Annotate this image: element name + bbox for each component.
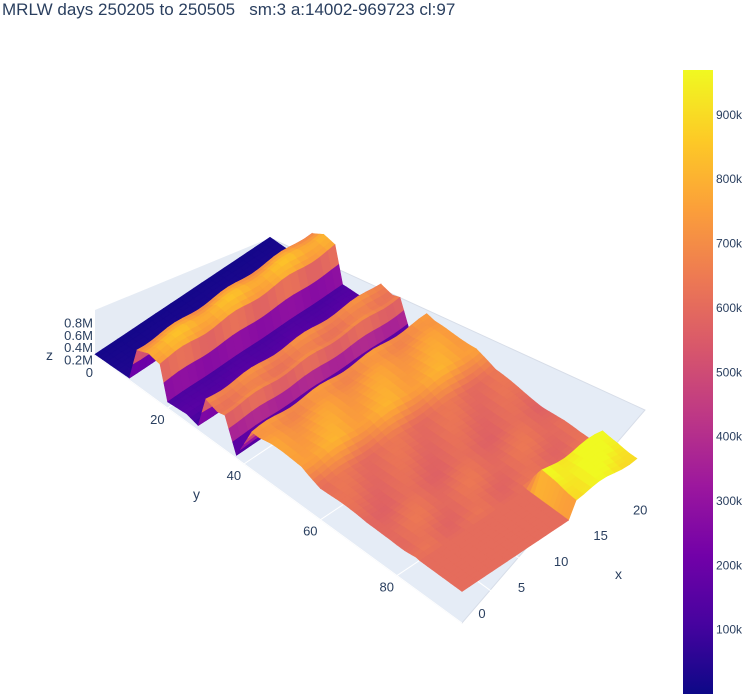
y-tick-label: 60 (303, 524, 317, 539)
x-tick-label: 15 (593, 528, 607, 543)
x-tick-label: 10 (554, 554, 568, 569)
colorbar-tick-label: 100k (716, 623, 743, 637)
colorbar-tick-label: 800k (716, 172, 743, 186)
colorbar-tick-label: 600k (716, 301, 743, 315)
y-axis-ticks: 20 40 60 80 (150, 412, 394, 595)
z-tick-label: 0.4M (64, 340, 93, 355)
z-tick-label: 0.8M (64, 315, 93, 330)
surface-cell (457, 583, 471, 592)
x-tick-label: 20 (633, 502, 647, 517)
colorbar-tick-label: 700k (716, 237, 743, 251)
z-axis-ticks: 00.2M0.4M0.6M0.8M (64, 315, 93, 380)
colorbar-tick-label: 500k (716, 365, 743, 379)
colorbar-tick-label: 900k (716, 108, 743, 122)
x-tick-label: 5 (518, 580, 525, 595)
y-tick-label: 80 (380, 580, 394, 595)
colorbar-tick-label: 200k (716, 558, 743, 572)
x-axis-ticks: 0 5 10 15 20 (478, 502, 647, 621)
z-tick-label: 0 (86, 365, 93, 380)
chart-title: MRLW days 250205 to 250505 sm:3 a:14002-… (2, 0, 456, 19)
colorbar-ticks: 100k 200k 300k 400k 500k 600k 700k 800k 900k (716, 108, 743, 637)
y-tick-label: 40 (227, 468, 241, 483)
colorbar-tick-label: 400k (716, 430, 743, 444)
y-axis-title: y (193, 486, 200, 502)
colorbar-tick-label: 300k (716, 494, 743, 508)
z-tick-label: 0.2M (64, 353, 93, 368)
y-tick-label: 20 (150, 412, 164, 427)
z-axis-title: z (46, 347, 53, 363)
x-axis-title: x (615, 566, 622, 582)
z-tick-label: 0.6M (64, 328, 93, 343)
x-tick-label: 0 (478, 606, 485, 621)
surface-mesh (94, 232, 638, 592)
grid-line-x (94, 354, 463, 624)
colorbar (683, 70, 713, 694)
